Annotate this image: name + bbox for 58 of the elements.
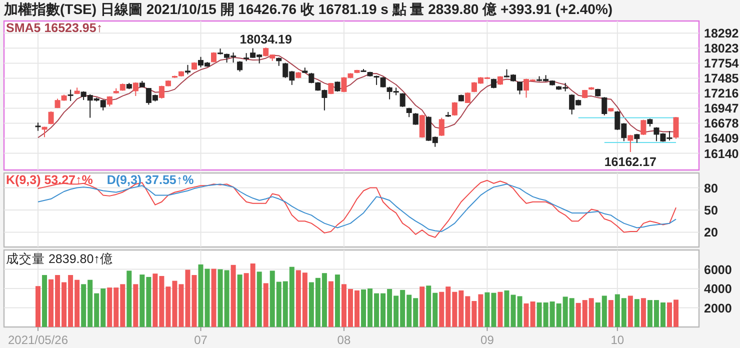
candlestick: [602, 96, 608, 116]
y-tick-label: 16678: [704, 116, 739, 131]
y-tick-label: 4000: [704, 282, 732, 296]
x-tick-label: 07: [194, 333, 208, 347]
chart-title: 加權指數(TSE) 日線圖 2021/10/15 開 16426.76 收 16781.19 s 點 量 2839.80 億 +393.91 (+2.40%): [3, 1, 613, 17]
y-tick-label: 16140: [704, 146, 739, 161]
bar: [640, 298, 646, 327]
annotation: 18034.19: [240, 32, 292, 47]
y-tick-label: 18292: [704, 26, 739, 41]
bar: [237, 274, 242, 327]
candlestick: [452, 102, 458, 116]
bar: [608, 300, 614, 327]
y-tick-label: 17754: [704, 56, 739, 71]
series-label: K(9,3) 53.27↑%: [6, 173, 93, 187]
y-tick-label: 50: [704, 204, 718, 218]
bar: [36, 286, 40, 327]
chart-title: 成交量 2839.80↑億: [6, 251, 113, 266]
candlestick: [380, 76, 386, 88]
candlestick: [517, 81, 523, 95]
candlestick: [400, 92, 406, 108]
bar: [211, 268, 216, 327]
bar: [420, 286, 425, 327]
candlestick: [673, 116, 679, 140]
bar: [628, 296, 633, 327]
bar: [498, 292, 503, 327]
bar: [328, 281, 334, 327]
bar: [256, 272, 262, 327]
y-tick-label: 17216: [704, 86, 739, 101]
text: SMA5 16523.95↑: [6, 21, 103, 35]
bar: [42, 275, 48, 327]
bar: [517, 296, 522, 327]
candlestick: [438, 117, 444, 136]
annotation: 16162.17: [604, 155, 657, 170]
y-tick-label: 6000: [704, 262, 732, 277]
candlestick: [68, 89, 74, 102]
y-tick-label: 16947: [704, 102, 739, 116]
y-tick-label: 16409: [704, 132, 739, 146]
x-tick-label: 08: [337, 333, 351, 347]
bar: [263, 283, 268, 327]
bar: [230, 264, 236, 327]
y-tick-label: 17485: [704, 72, 739, 86]
y-tick-label: 20: [704, 226, 718, 240]
bar: [133, 284, 138, 327]
candlestick: [412, 112, 418, 126]
x-tick-label: 09: [480, 333, 494, 347]
series-label: D(9,3) 37.55↑%: [106, 173, 194, 187]
candlestick: [184, 64, 190, 75]
candlestick: [628, 134, 634, 153]
y-tick-label: 2000: [704, 301, 732, 316]
x-tick-label: 2021/05/26: [8, 333, 68, 347]
bar: [334, 274, 340, 327]
candlestick: [237, 60, 243, 72]
x-tick-label: 10: [610, 333, 624, 347]
bar: [126, 270, 132, 327]
candlestick: [132, 82, 138, 96]
y-tick-label: 18023: [704, 42, 739, 56]
bar: [634, 299, 640, 327]
y-tick-label: 80: [704, 181, 718, 196]
